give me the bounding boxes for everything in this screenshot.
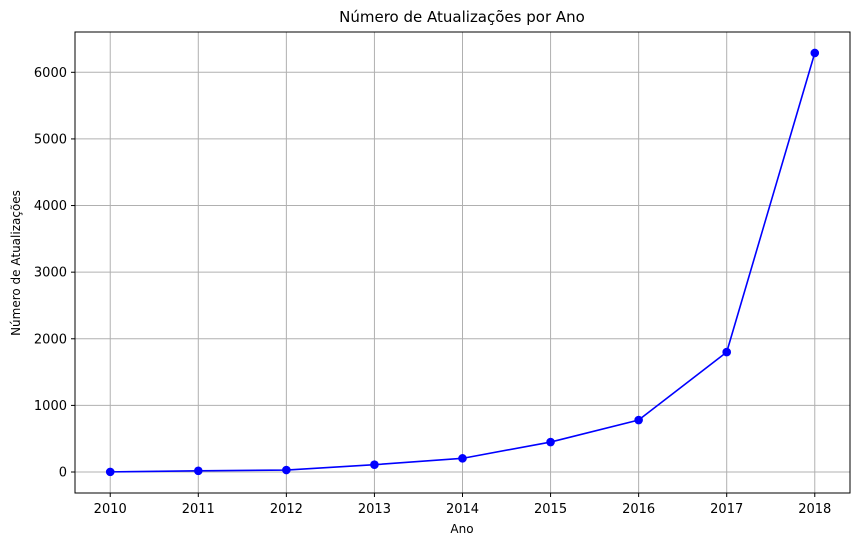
- data-point-marker: [370, 460, 379, 469]
- x-tick-label: 2017: [710, 502, 743, 517]
- x-tick-label: 2016: [622, 502, 655, 517]
- data-point-marker: [546, 437, 555, 447]
- x-axis-label: Ano: [450, 522, 473, 536]
- x-tick-label: 2011: [182, 502, 215, 517]
- data-point-marker: [722, 347, 732, 357]
- ticks: 2010 2011 2012 2013 2014 2015 2016 2017 2018 0 100…: [34, 66, 831, 517]
- data-point-marker: [282, 465, 291, 475]
- data-point-marker: [634, 415, 643, 425]
- data-point-marker: [193, 466, 203, 476]
- series-layer: [105, 48, 820, 477]
- y-tick-label: 1000: [34, 399, 67, 414]
- data-point-marker: [458, 454, 467, 463]
- x-tick-label: 2010: [94, 502, 127, 517]
- data-point-marker: [810, 48, 820, 58]
- y-tick-label: 5000: [34, 132, 67, 147]
- grid: [75, 32, 850, 493]
- y-tick-label: 6000: [34, 66, 67, 81]
- chart-title: Número de Atualizações por Ano: [339, 8, 585, 26]
- x-tick-label: 2012: [270, 502, 303, 517]
- y-tick-label: 4000: [34, 199, 67, 214]
- y-axis-label: Número de Atualizações: [9, 190, 23, 336]
- y-tick-label: 2000: [34, 332, 67, 347]
- x-tick-label: 2015: [534, 502, 567, 517]
- y-tick-label: 0: [59, 466, 67, 481]
- x-tick-label: 2018: [798, 502, 831, 517]
- x-tick-label: 2013: [358, 502, 391, 517]
- y-tick-label: 3000: [34, 266, 67, 281]
- x-tick-label: 2014: [446, 502, 479, 517]
- data-point-marker: [105, 467, 115, 477]
